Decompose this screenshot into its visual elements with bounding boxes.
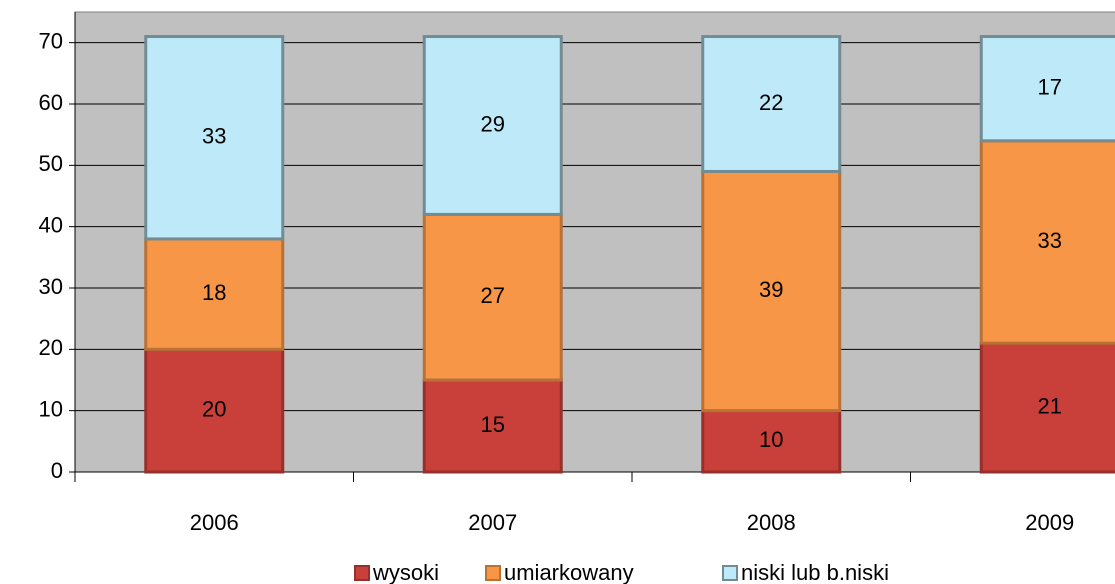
x-tick-label: 2006: [190, 510, 239, 535]
y-tick-label: 0: [51, 458, 63, 483]
legend-label: umiarkowany: [504, 560, 634, 584]
x-tick-label: 2008: [747, 510, 796, 535]
legend-label: wysoki: [372, 560, 439, 584]
data-label: 39: [759, 277, 783, 302]
bar-segment: [144, 35, 285, 241]
y-tick-label: 40: [39, 212, 63, 237]
data-label: 21: [1038, 393, 1062, 418]
x-tick-label: 2007: [468, 510, 517, 535]
legend-swatch: [722, 565, 738, 581]
x-tick-label: 2009: [1025, 510, 1074, 535]
data-label: 33: [1038, 228, 1062, 253]
data-label: 29: [481, 111, 505, 136]
data-label: 20: [202, 396, 226, 421]
bar-segment: [422, 35, 563, 216]
y-tick-label: 10: [39, 396, 63, 421]
bar-segment: [144, 347, 285, 474]
data-label: 33: [202, 124, 226, 149]
bar-segment: [422, 378, 563, 474]
legend-swatch: [354, 565, 370, 581]
bar-segment: [144, 237, 285, 351]
bar-segment: [979, 341, 1115, 474]
bar-segment: [422, 212, 563, 382]
bar-segment: [701, 35, 842, 173]
bar-segment: [979, 35, 1115, 143]
data-label: 17: [1038, 74, 1062, 99]
bar-segment: [701, 409, 842, 474]
data-label: 18: [202, 280, 226, 305]
legend-swatch: [485, 565, 501, 581]
legend-label: niski lub b.niski: [741, 560, 889, 584]
data-label: 27: [481, 283, 505, 308]
data-label: 22: [759, 90, 783, 115]
y-tick-label: 70: [39, 28, 63, 53]
data-label: 15: [481, 412, 505, 437]
data-label: 10: [759, 427, 783, 452]
y-tick-label: 50: [39, 151, 63, 176]
y-tick-label: 20: [39, 335, 63, 360]
y-tick-label: 60: [39, 90, 63, 115]
y-tick-label: 30: [39, 274, 63, 299]
